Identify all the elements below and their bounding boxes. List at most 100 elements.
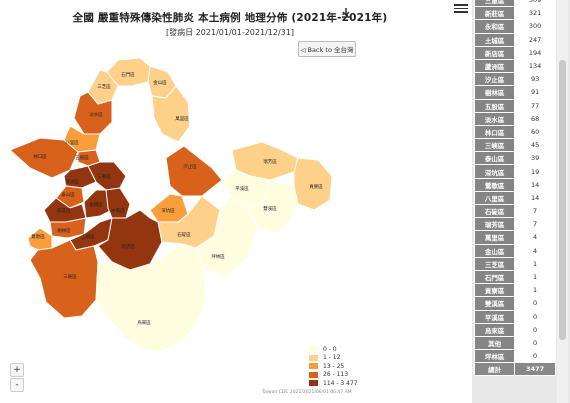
zoom-out-button[interactable]: - [10, 378, 24, 392]
district-name-cell: 林口區 [473, 124, 516, 140]
district-label: 萬里區 [175, 115, 189, 122]
table-row[interactable]: 三重區 509 [473, 0, 556, 8]
district-label: 金山區 [153, 79, 167, 86]
district-region[interactable] [149, 193, 189, 223]
legend-swatch [309, 371, 318, 378]
district-name-cell: 泰山區 [473, 151, 516, 166]
table-row[interactable]: 永和區 300 [473, 19, 556, 34]
table-row[interactable]: 八里區 14 [473, 190, 556, 206]
district-count-cell: 4 [514, 243, 556, 258]
district-name-cell: 永和區 [473, 19, 516, 34]
legend-label: 13 - 25 [323, 362, 345, 370]
table-row[interactable]: 石門區 1 [473, 269, 556, 285]
table-row[interactable]: 鶯歌區 14 [473, 177, 556, 192]
legend-label: 114 - 3 477 [323, 379, 358, 387]
district-region[interactable] [151, 85, 191, 143]
district-name-cell: 三峽區 [473, 138, 516, 153]
district-label: 中和區 [111, 207, 125, 214]
district-region[interactable] [245, 179, 299, 235]
district-count-cell: 0 [514, 296, 556, 311]
district-label: 鶯歌區 [31, 233, 45, 240]
table-row[interactable]: 泰山區 39 [473, 151, 556, 166]
district-count-cell: 0 [514, 322, 556, 337]
district-region[interactable] [95, 243, 207, 353]
district-count-cell: 194 [514, 45, 556, 60]
district-region[interactable] [87, 161, 127, 191]
table-row[interactable]: 五股區 77 [473, 98, 556, 113]
table-row[interactable]: 蘆洲區 134 [473, 58, 556, 74]
district-name-cell: 蘆洲區 [473, 58, 516, 74]
table-row[interactable]: 新店區 194 [473, 45, 556, 60]
table-row[interactable]: 瑞芳區 7 [473, 217, 556, 232]
table-row[interactable]: 樹林區 91 [473, 85, 556, 100]
district-count-cell: 0 [514, 335, 556, 351]
table-row[interactable]: 坪林區 0 [473, 349, 556, 364]
district-region[interactable] [195, 195, 259, 277]
district-label: 坪林區 [211, 253, 225, 260]
district-name-cell: 石門區 [473, 269, 516, 285]
district-label: 雙溪區 [263, 205, 277, 212]
district-label: 新店區 [121, 243, 135, 250]
table-row[interactable]: 新莊區 321 [473, 6, 556, 21]
district-name-cell: 樹林區 [473, 85, 516, 100]
district-name-cell: 鶯歌區 [473, 177, 516, 192]
district-region[interactable] [165, 145, 223, 197]
legend-swatch [309, 354, 318, 361]
table-row[interactable]: 貢寮區 1 [473, 283, 556, 298]
back-to-taiwan-button[interactable]: ◁ Back to 全台灣 [298, 41, 356, 57]
district-label: 板橋區 [89, 201, 103, 208]
table-row[interactable]: 石碇區 7 [473, 203, 556, 219]
district-region[interactable] [9, 137, 79, 179]
table-row[interactable]: 林口區 60 [473, 124, 556, 140]
map-panel: 全國 嚴重特殊傳染性肺炎 本土病例 地理分佈 (2021年-2021年) [發病… [9, 2, 468, 395]
district-label: 三重區 [97, 173, 111, 180]
table-row[interactable]: 土城區 247 [473, 32, 556, 47]
district-name-cell: 雙溪區 [473, 296, 516, 311]
total-label: 總計 [473, 362, 516, 377]
table-row[interactable]: 烏來區 0 [473, 322, 556, 337]
table-row[interactable]: 淡水區 68 [473, 111, 556, 126]
district-count-cell: 1 [514, 269, 556, 285]
district-count-cell: 7 [514, 217, 556, 232]
district-count-cell: 300 [514, 19, 556, 34]
table-row[interactable]: 三芝區 1 [473, 256, 556, 271]
table-row[interactable]: 深坑區 19 [473, 164, 556, 179]
district-count-cell: 0 [514, 309, 556, 324]
legend-item: 114 - 3 477 [309, 379, 358, 388]
district-name-cell: 萬里區 [473, 230, 516, 245]
district-count-cell: 77 [514, 98, 556, 113]
district-count-cell: 45 [514, 138, 556, 153]
district-name-cell: 其他 [473, 335, 516, 351]
district-label: 汐止區 [183, 163, 197, 170]
district-label: 八里區 [65, 140, 79, 146]
download-icon[interactable] [339, 6, 353, 20]
table-row[interactable]: 萬里區 4 [473, 230, 556, 245]
table-row[interactable]: 雙溪區 0 [473, 296, 556, 311]
district-count-cell: 4 [514, 230, 556, 245]
district-count-cell: 68 [514, 111, 556, 126]
district-count-cell: 39 [514, 151, 556, 166]
legend-swatch [309, 346, 318, 353]
zoom-in-button[interactable]: + [10, 363, 24, 377]
district-label: 石碇區 [177, 231, 191, 238]
district-label: 烏來區 [137, 319, 151, 326]
district-region[interactable] [293, 157, 333, 211]
table-row[interactable]: 金山區 4 [473, 243, 556, 258]
table-row[interactable]: 其他 0 [473, 335, 556, 351]
district-name-cell: 五股區 [473, 98, 516, 113]
district-count-cell: 134 [514, 58, 556, 74]
menu-icon[interactable] [454, 2, 468, 14]
district-count-cell: 0 [514, 349, 556, 364]
table-row[interactable]: 汐止區 93 [473, 72, 556, 87]
district-label: 土城區 [81, 233, 95, 240]
legend-label: 26 - 113 [323, 371, 349, 379]
district-name-cell: 烏來區 [473, 322, 516, 337]
scroll-thumb[interactable] [559, 60, 566, 340]
district-count-cell: 247 [514, 32, 556, 47]
district-table-panel: 三重區 509 新莊區 321 永和區 300 土城區 247 新店區 194 蘆洲區 134 汐止區 9… [472, 0, 570, 403]
table-row[interactable]: 平溪區 0 [473, 309, 556, 324]
legend-item: 13 - 25 [309, 362, 358, 371]
legend-label: 0 - 0 [323, 345, 337, 353]
table-row[interactable]: 三峽區 45 [473, 138, 556, 153]
